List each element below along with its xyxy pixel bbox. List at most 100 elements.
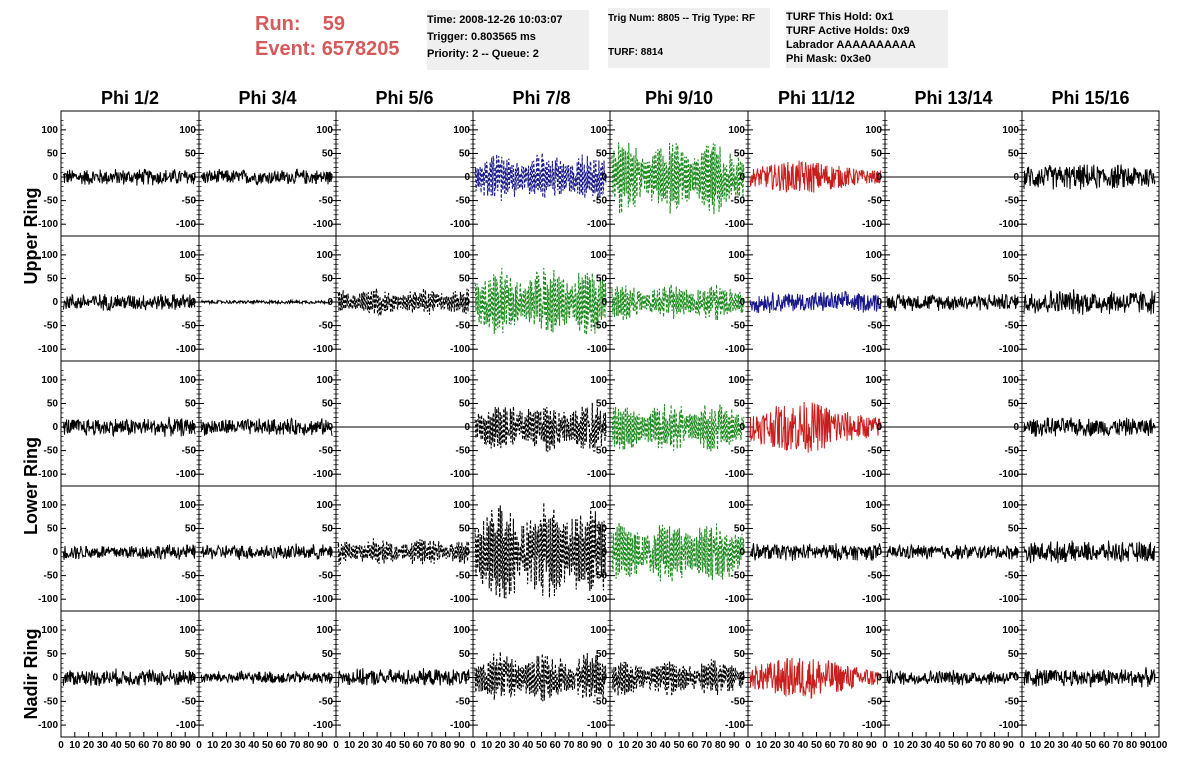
y-tick-label: -50 <box>182 196 197 207</box>
y-tick-label: -50 <box>868 196 883 207</box>
x-tick-label: 70 <box>975 740 987 751</box>
run-label: Run: <box>255 13 301 35</box>
waveform-panel: 100 50 0 -50 -100 <box>587 235 749 362</box>
y-tick-label: 50 <box>185 148 197 159</box>
y-tick-label: 0 <box>1013 673 1019 684</box>
y-tick-label: -50 <box>182 321 197 332</box>
y-tick-label: 100 <box>179 125 196 136</box>
turf-hold-text: TURF This Hold: 0x1 <box>786 11 894 23</box>
y-tick-label: 50 <box>734 523 746 534</box>
x-tick-label: 10 <box>756 740 768 751</box>
x-tick-label: 30 <box>921 740 933 751</box>
x-tick-label: 30 <box>509 740 521 751</box>
y-tick-label: -100 <box>38 219 58 230</box>
y-tick-label: 100 <box>316 375 333 386</box>
y-tick-label: -50 <box>456 571 471 582</box>
y-tick-label: -50 <box>593 571 608 582</box>
x-tick-label: 50 <box>673 740 685 751</box>
x-tick-label: 90 <box>591 740 603 751</box>
y-tick-label: 100 <box>590 500 607 511</box>
waveform-panel: 100 50 0 -50 -100 <box>862 610 1023 738</box>
x-tick-label: 90 <box>180 740 192 751</box>
waveform-panel: 100 50 0 -50 -100 <box>725 110 886 237</box>
x-tick-label: 70 <box>426 740 438 751</box>
waveform-trace <box>200 543 333 560</box>
x-tick-label: 40 <box>1071 740 1083 751</box>
waveform-trace <box>886 293 1019 312</box>
y-tick-label: 50 <box>596 273 608 284</box>
x-tick-label: 40 <box>111 740 123 751</box>
y-tick-label: 0 <box>464 422 470 433</box>
waveform-panel: 100 50 0 -50 -100 <box>313 485 474 612</box>
y-tick-label: -50 <box>44 696 59 707</box>
y-tick-label: 100 <box>728 250 745 261</box>
y-tick-label: 100 <box>1002 375 1019 386</box>
y-tick-label: -50 <box>868 696 883 707</box>
y-tick-label: -50 <box>1005 321 1020 332</box>
waveform-panel: 100 50 0 -50 -100 <box>38 360 200 487</box>
y-tick-label: -100 <box>725 219 745 230</box>
y-tick-label: 50 <box>1008 649 1020 660</box>
y-tick-label: 100 <box>41 250 58 261</box>
y-tick-label: 50 <box>185 523 197 534</box>
x-tick-label: 40 <box>385 740 397 751</box>
y-tick-label: 0 <box>1013 297 1019 308</box>
y-tick-label: 50 <box>322 523 334 534</box>
y-tick-label: -50 <box>44 321 59 332</box>
priority-text: Priority: 2 -- Queue: 2 <box>427 48 539 60</box>
waveform-panel: 100 50 0 -50 -100 <box>38 235 200 362</box>
waveform-panel: 100 50 0 -50 -100 <box>725 235 886 362</box>
event-value: 6578205 <box>321 38 400 60</box>
y-tick-label: 50 <box>47 148 59 159</box>
x-tick-label: 0 <box>196 740 202 751</box>
x-tick-label: 40 <box>522 740 534 751</box>
waveform-trace <box>611 404 745 452</box>
waveform-panel: 100 50 0 -50 -100 <box>725 360 886 487</box>
y-tick-label: 0 <box>1013 422 1019 433</box>
x-tick-label: 90 <box>317 740 329 751</box>
y-tick-label: -50 <box>182 446 197 457</box>
event-label: Event: <box>255 38 317 60</box>
waveform-trace <box>474 651 607 702</box>
x-tick-label: 60 <box>825 740 837 751</box>
y-tick-label: 0 <box>601 673 607 684</box>
waveform-panel: 100 50 0 -50 -100 <box>313 235 474 362</box>
waveform-panel: 100 50 0 -50 -100 <box>587 485 749 612</box>
y-tick-label: -50 <box>44 196 59 207</box>
waveform-panel: 100 50 0 -50 -100 <box>450 485 611 612</box>
waveform-panel: 100 50 0 -50 -100 <box>176 235 337 362</box>
y-tick-label: 50 <box>734 273 746 284</box>
y-tick-label: 50 <box>734 649 746 660</box>
y-tick-label: -100 <box>313 344 333 355</box>
waveform-panel: 100 50 0 -50 -100 <box>999 610 1160 738</box>
y-tick-label: 100 <box>453 375 470 386</box>
y-tick-label: -50 <box>319 446 334 457</box>
x-tick-label: 70 <box>838 740 850 751</box>
y-tick-label: 50 <box>459 273 471 284</box>
y-tick-label: -50 <box>319 321 334 332</box>
y-tick-label: 50 <box>47 649 59 660</box>
waveform-trace <box>200 168 333 186</box>
y-tick-label: 50 <box>459 649 471 660</box>
x-tick-label: 80 <box>303 740 315 751</box>
x-tick-label: 50 <box>399 740 411 751</box>
y-tick-label: 100 <box>453 125 470 136</box>
y-tick-label: 0 <box>876 547 882 558</box>
y-tick-label: -50 <box>731 696 746 707</box>
y-tick-label: 50 <box>47 273 59 284</box>
x-tick-label: 10 <box>618 740 630 751</box>
time-info-box: Time: 2008-12-26 10:03:07 Trigger: 0.803… <box>427 10 589 70</box>
y-tick-label: -50 <box>319 571 334 582</box>
y-tick-label: -50 <box>868 571 883 582</box>
y-tick-label: 100 <box>41 500 58 511</box>
x-tick-label: 10 <box>481 740 493 751</box>
y-tick-label: 0 <box>1013 172 1019 183</box>
waveform-trace <box>337 538 470 566</box>
x-tick-label: 0 <box>745 740 751 751</box>
y-tick-label: 100 <box>728 125 745 136</box>
x-tick-label: 30 <box>1058 740 1070 751</box>
waveform-trace <box>474 502 607 599</box>
waveform-trace <box>886 668 1019 686</box>
y-tick-label: 100 <box>316 625 333 636</box>
